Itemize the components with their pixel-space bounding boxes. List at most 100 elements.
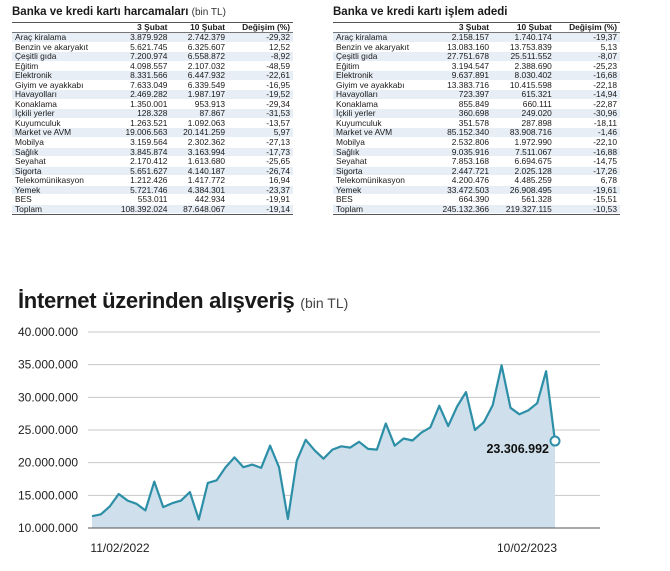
y-tick-label: 10.000.000 [18,521,78,535]
spending-value: 953.913 [170,99,229,110]
transactions-row: Çeşitli gıda 27.751.678 25.511.552 -8,07 [333,51,620,62]
spending-value: 1.092.063 [170,118,229,129]
spending-value: 1.212.426 [107,175,171,186]
transactions-row: Araç kiralama 2.158.157 1.740.174 -19,37 [333,32,620,43]
spending-value: 1.350.001 [107,99,171,110]
transactions-value: -25,23 [554,61,620,72]
chart-title: İnternet üzerinden alışveriş (bin TL) [18,288,349,313]
transactions-header-3: Değişim (%) [554,23,620,33]
spending-value: 128.328 [107,108,171,119]
spending-value: -8,92 [228,51,293,62]
last-value-label: 23.306.992 [486,442,549,456]
transactions-value: -14,94 [554,89,620,100]
spending-row: Kuyumculuk 1.263.521 1.092.063 -13,57 [12,118,293,129]
spending-row: Elektronik 8.331.566 6.447.932 -22,61 [12,70,293,81]
transactions-value: 6.694.675 [492,156,555,167]
transactions-row: Sağlık 9.035.916 7.511.067 -16,88 [333,147,620,158]
transactions-value: 3.194.547 [428,61,493,72]
spending-value: 1.417.772 [170,175,229,186]
transactions-value: -14,75 [554,156,620,167]
transactions-row: Mobilya 2.532.806 1.972.990 -22,10 [333,137,620,148]
spending-value: 2.302.362 [170,137,229,148]
transactions-value: 723.397 [428,89,493,100]
transactions-header-0 [333,23,429,33]
spending-value: -27,13 [228,137,293,148]
spending-category: Giyim ve ayakkabı [12,80,108,91]
spending-header-0 [12,23,108,33]
spending-value: 6.325.607 [170,42,229,53]
spending-value: -19,52 [228,89,293,100]
transactions-value: -10,53 [554,204,620,215]
transactions-category: Havayolları [333,89,429,100]
transactions-header-2: 10 Şubat [492,23,555,33]
transactions-value: 10.415.598 [492,80,555,91]
online-shopping-chart: 10.000.000 15.000.000 20.000.000 25.000.000… [18,325,600,555]
last-point-marker [549,435,561,447]
transactions-value: 9.637.891 [428,70,493,81]
transactions-row: Yemek 33.472.503 26.908.495 -19,61 [333,185,620,196]
y-tick-label: 30.000.000 [18,390,78,404]
spending-value: 4.098.557 [107,61,171,72]
spending-value: -29,32 [228,32,293,43]
transactions-category: Mobilya [333,137,429,148]
transactions-row: Market ve AVM 85.152.340 83.908.716 -1,46 [333,127,620,138]
transactions-category: BES [333,194,429,205]
spending-value: 108.392.024 [107,204,171,215]
transactions-value: 25.511.552 [492,51,555,62]
transactions-value: 615.321 [492,89,555,100]
transactions-row: Toplam 245.132.366 219.327.115 -10,53 [333,204,620,215]
spending-value: 2.469.282 [107,89,171,100]
transactions-value: 351.578 [428,118,493,129]
spending-row: Telekomünikasyon 1.212.426 1.417.772 16,94 [12,175,293,186]
transactions-value: 9.035.916 [428,147,493,158]
spending-row: Havayolları 2.469.282 1.987.197 -19,52 [12,89,293,100]
spending-category: Çeşitli gıda [12,51,108,62]
spending-category: BES [12,194,108,205]
spending-category: Konaklama [12,99,108,110]
transactions-value: -16,68 [554,70,620,81]
transactions-value: 85.152.340 [428,127,493,138]
spending-category: Sağlık [12,147,108,158]
x-tick-label-start: 11/02/2022 [90,541,149,555]
spending-value: 20.141.259 [170,127,229,138]
transactions-value: 13.083.160 [428,42,493,53]
spending-row: Mobilya 3.159.564 2.302.362 -27,13 [12,137,293,148]
transactions-value: 2.388.690 [492,61,555,72]
transactions-value: 249.020 [492,108,555,119]
spending-value: 8.331.566 [107,70,171,81]
transactions-row: Elektronik 9.637.891 8.030.402 -16,68 [333,70,620,81]
transactions-value: -17,26 [554,166,620,177]
y-tick-label: 15.000.000 [18,488,78,502]
transactions-value: 2.447.721 [428,166,493,177]
transactions-value: -16,88 [554,147,620,158]
spending-value: 12,52 [228,42,293,53]
spending-value: 3.163.994 [170,147,229,158]
transactions-value: 1.740.174 [492,32,555,43]
transactions-value: 245.132.366 [428,204,493,215]
transactions-value: 4.200.476 [428,175,493,186]
spending-category: Sigorta [12,166,108,177]
transactions-value: 2.532.806 [428,137,493,148]
spending-row: Giyim ve ayakkabı 7.633.049 6.339.549 -16,9… [12,80,293,91]
spending-row: Araç kiralama 3.879.928 2.742.379 -29,32 [12,32,293,43]
card-spending-table: 3 Şubat 10 Şubat Değişim (%) Araç kiralama… [12,23,293,215]
spending-value: 1.613.680 [170,156,229,167]
transactions-value: 561.328 [492,194,555,205]
spending-row: Sigorta 5.651.627 4.140.187 -26,74 [12,166,293,177]
transactions-value: -18,11 [554,118,620,129]
transactions-row: Eğitim 3.194.547 2.388.690 -25,23 [333,61,620,72]
spending-row: Seyahat 2.170.412 1.613.680 -25,65 [12,156,293,167]
spending-row: Eğitim 4.098.557 2.107.032 -48,59 [12,61,293,72]
transactions-category: Benzin ve akaryakıt [333,42,429,53]
spending-value: 19.006.563 [107,127,171,138]
transactions-value: 5,13 [554,42,620,53]
transactions-row: Benzin ve akaryakıt 13.083.160 13.753.839 5… [333,42,620,53]
spending-value: -29,34 [228,99,293,110]
transactions-row: Seyahat 7.853.168 6.694.675 -14,75 [333,156,620,167]
transactions-value: 8.030.402 [492,70,555,81]
transactions-value: 664.390 [428,194,493,205]
spending-value: 7.200.974 [107,51,171,62]
spending-value: -22,61 [228,70,293,81]
transactions-row: Giyim ve ayakkabı 13.383.716 10.415.598 -22… [333,80,620,91]
transactions-row: Telekomünikasyon 4.200.476 4.485.259 6,78 [333,175,620,186]
